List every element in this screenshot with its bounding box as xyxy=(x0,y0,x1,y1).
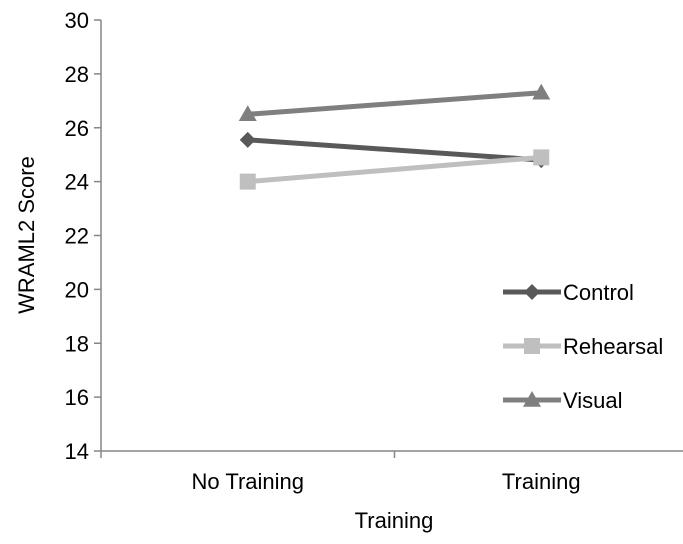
y-tick-label: 20 xyxy=(65,277,89,302)
data-point-control xyxy=(239,131,256,148)
legend-swatch-marker xyxy=(524,338,540,354)
y-ticks: 14 16 18 20 22 24 26 28 30 xyxy=(65,8,101,464)
y-tick-label: 16 xyxy=(65,385,89,410)
y-tick-label: 30 xyxy=(65,8,89,33)
y-tick-label: 22 xyxy=(65,224,89,249)
y-tick-label: 14 xyxy=(65,439,89,464)
legend-swatch-marker xyxy=(524,284,540,300)
data-point-rehearsal xyxy=(533,149,550,166)
y-tick-label: 24 xyxy=(65,170,89,195)
series-visual xyxy=(238,83,551,122)
legend-item-rehearsal: Rehearsal xyxy=(503,334,663,359)
legend-item-visual: Visual xyxy=(503,388,623,413)
data-point-rehearsal xyxy=(239,173,256,190)
x-tick-label: No Training xyxy=(191,469,304,494)
y-tick-label: 28 xyxy=(65,62,89,87)
y-tick-label: 18 xyxy=(65,331,89,356)
legend-label: Visual xyxy=(563,388,623,413)
x-tick-label: Training xyxy=(502,469,581,494)
series-line-control xyxy=(247,137,542,163)
y-axis-title: WRAML2 Score xyxy=(14,156,39,314)
data-point-visual xyxy=(532,83,551,100)
series-rehearsal xyxy=(239,149,550,190)
legend-label: Rehearsal xyxy=(563,334,663,359)
series-line-visual xyxy=(247,90,542,117)
legend-item-control: Control xyxy=(503,280,634,305)
data-point-visual xyxy=(238,105,257,122)
x-axis-title: Training xyxy=(355,508,434,533)
x-ticks: No Training Training xyxy=(100,451,581,494)
legend-label: Control xyxy=(563,280,634,305)
series-layer xyxy=(238,83,551,190)
legend: Control Rehearsal Visual xyxy=(503,280,663,413)
y-tick-label: 26 xyxy=(65,116,89,141)
series-line-rehearsal xyxy=(247,154,542,185)
legend-swatch-marker xyxy=(523,391,541,407)
